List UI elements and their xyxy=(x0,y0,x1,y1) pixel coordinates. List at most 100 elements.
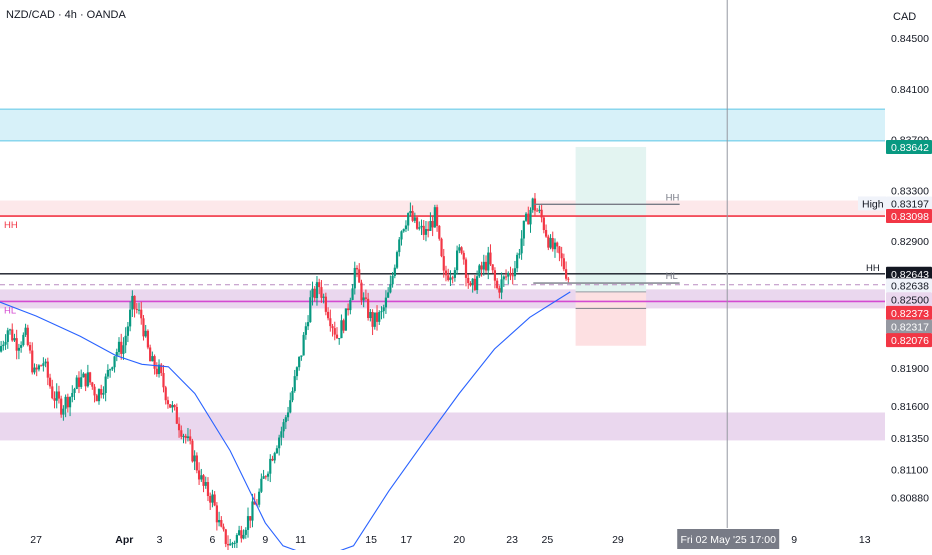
candle-body xyxy=(527,213,530,225)
candle-body xyxy=(146,330,150,348)
candle-body xyxy=(122,345,125,354)
candle-body xyxy=(271,458,274,461)
position-tool[interactable] xyxy=(575,146,647,346)
price-label: 0.83098 xyxy=(891,211,929,223)
candle-body xyxy=(217,519,221,523)
candle-body xyxy=(40,365,43,367)
candle-body xyxy=(44,361,47,364)
candle-body xyxy=(536,210,539,212)
candle-body xyxy=(469,283,472,286)
candle-body xyxy=(193,455,196,462)
candle-body xyxy=(373,312,376,327)
candle-body xyxy=(160,364,163,373)
candle-body xyxy=(93,386,96,396)
candle-body xyxy=(142,318,145,337)
y-tick-label: 0.82900 xyxy=(891,236,929,248)
candles-layer xyxy=(0,193,570,553)
candle-body xyxy=(60,398,63,415)
candle-body xyxy=(480,265,483,270)
candle-body xyxy=(64,396,67,409)
crosshair-date-badge xyxy=(677,529,780,549)
candle-body xyxy=(509,272,512,276)
candle-body xyxy=(235,535,238,543)
candle-body xyxy=(211,494,214,503)
price-label: 0.83642 xyxy=(891,142,929,154)
candle-body xyxy=(331,326,334,329)
price-label: 0.83197 xyxy=(891,198,929,210)
candle-body xyxy=(431,220,434,228)
candle-body xyxy=(540,209,543,218)
candle-body xyxy=(338,338,341,340)
candle-body xyxy=(33,367,36,373)
candle-body xyxy=(106,369,109,377)
candle-body xyxy=(467,277,470,284)
y-tick-label: 0.84500 xyxy=(891,33,929,45)
price-label: 0.82638 xyxy=(891,280,929,292)
candle-body xyxy=(280,431,283,438)
candle-body xyxy=(389,284,392,293)
candle-body xyxy=(153,356,156,369)
y-tick-label: 0.80880 xyxy=(891,493,929,505)
candle-body xyxy=(324,296,327,312)
candle-body xyxy=(387,292,390,298)
candle-body xyxy=(258,491,261,505)
candle-body xyxy=(367,298,370,318)
candle-body xyxy=(238,530,241,536)
candle-body xyxy=(220,519,223,527)
price-label: 0.82373 xyxy=(891,308,929,320)
candle-body xyxy=(164,387,167,401)
hh-swing-marker-label: HH xyxy=(666,192,680,203)
candle-body xyxy=(57,391,61,399)
candle-body xyxy=(157,364,161,375)
candle-body xyxy=(360,282,363,301)
candle-body xyxy=(166,400,170,405)
candle-body xyxy=(402,229,405,232)
candle-body xyxy=(473,278,476,291)
x-tick-label: 3 xyxy=(157,534,163,546)
take-profit-zone[interactable] xyxy=(575,146,647,292)
candle-body xyxy=(6,330,9,342)
candle-body xyxy=(435,207,439,226)
x-tick-label: 23 xyxy=(506,534,518,546)
candle-body xyxy=(182,435,185,437)
candle-body xyxy=(171,405,174,408)
x-tick-label: Apr xyxy=(115,534,133,546)
candle-body xyxy=(104,376,107,393)
candle-body xyxy=(400,231,403,240)
candle-body xyxy=(320,287,323,298)
candle-body xyxy=(0,346,3,352)
candle-body xyxy=(31,350,34,373)
x-tick-label: 15 xyxy=(365,534,377,546)
candle-body xyxy=(173,405,176,407)
candle-body xyxy=(48,377,52,387)
candle-body xyxy=(175,406,178,424)
candle-body xyxy=(229,543,232,546)
candle-body xyxy=(77,377,81,387)
candle-body xyxy=(369,312,372,318)
candle-body xyxy=(451,277,454,279)
candle-body xyxy=(529,209,532,225)
y-tick-label: 0.81600 xyxy=(891,401,929,413)
candle-body xyxy=(440,238,443,257)
candle-body xyxy=(206,482,210,497)
candle-body xyxy=(306,322,310,327)
candle-body xyxy=(564,269,568,279)
candle-body xyxy=(262,476,265,479)
candle-body xyxy=(226,543,230,546)
candle-body xyxy=(293,376,296,391)
candle-body xyxy=(538,209,541,211)
y-tick-label: 0.81100 xyxy=(891,465,928,477)
candle-body xyxy=(88,372,92,383)
candle-body xyxy=(364,297,368,299)
candle-body xyxy=(278,437,281,449)
candle-body xyxy=(476,276,479,291)
stop-loss-zone[interactable] xyxy=(575,291,647,346)
chart-title: NZD/CAD · 4h · OANDA xyxy=(6,9,126,21)
candle-body xyxy=(249,516,252,521)
candle-body xyxy=(496,280,499,289)
candle-body xyxy=(318,282,321,288)
x-tick-label: 6 xyxy=(210,534,216,546)
y-tick-label: 0.84100 xyxy=(891,84,929,96)
